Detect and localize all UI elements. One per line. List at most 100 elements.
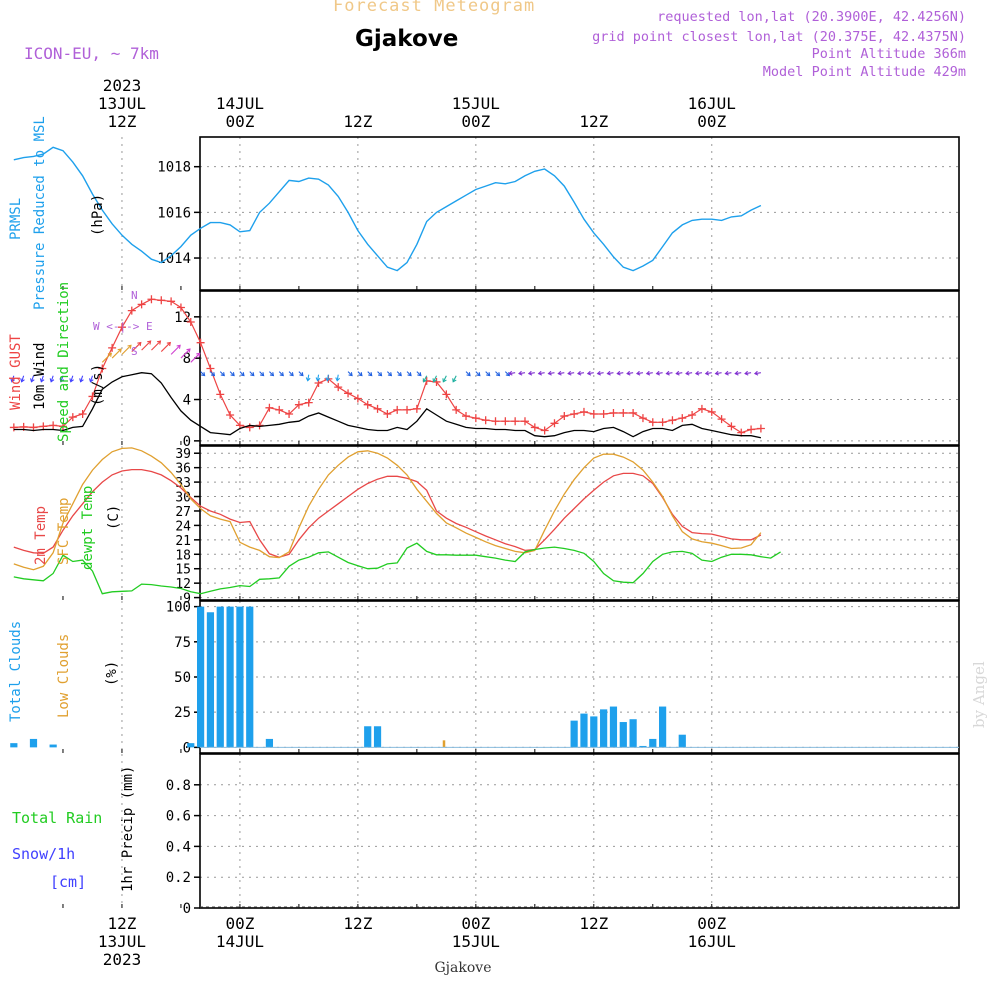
wind-arrow-head (156, 340, 162, 345)
wind-arrow-head (289, 372, 294, 377)
wind-gust-marker (570, 409, 579, 418)
wind-arrow-head (432, 378, 437, 383)
wind-gust-marker (373, 404, 382, 413)
wind-arrow-head (704, 370, 710, 376)
wind-gust-markers (9, 295, 765, 437)
wind-gust-marker (491, 417, 500, 426)
temperature-ytick-label: 36 (175, 462, 191, 477)
wind-arrow-shaft (151, 340, 161, 351)
wind-gust-marker (216, 390, 225, 399)
precipitation-panel: 0 0.2 0.4 0.6 0.8 (62, 753, 960, 917)
wind-gust-marker (511, 417, 520, 426)
wind-gust-marker (353, 394, 362, 403)
wind-gust-marker (147, 295, 156, 304)
wind-arrow-head (626, 370, 631, 376)
total-cloud-bar (10, 743, 18, 748)
clouds-ytick-label: 0 (183, 740, 191, 756)
bottom-time-label: 12Z (579, 914, 608, 933)
wind-arrow-shaft (121, 344, 132, 355)
wind-arrow-shaft (597, 372, 604, 375)
bottom-time-label: 00Z (461, 914, 490, 933)
total-clouds-label: Total Clouds (8, 620, 24, 722)
wind-arrow-shaft (326, 374, 329, 381)
wind-arrow-head (724, 370, 729, 376)
top-time-label: 00Z (461, 112, 490, 131)
wind-arrow-head (476, 372, 481, 377)
wind-gust-marker (49, 421, 58, 430)
wind-arrow-shaft (587, 372, 594, 375)
wind-arrow-head (186, 348, 191, 353)
wind-gust-marker (196, 338, 205, 347)
wind-gust-marker (393, 405, 402, 414)
total-cloud-bar (580, 713, 588, 748)
wind-gust-marker (619, 408, 628, 417)
wind-arrow-head (196, 352, 201, 357)
bottom-time-label: 16JUL (688, 932, 736, 951)
wind-arrow-shaft (528, 372, 535, 375)
wind-gust-marker (717, 415, 726, 424)
wind-arrow-head (358, 372, 363, 377)
bottom-time-label: 00Z (225, 914, 254, 933)
temperature-ytick-label: 27 (175, 505, 191, 520)
clouds-unit-label: (%) (104, 660, 120, 686)
wind-gust-marker (127, 306, 136, 315)
wind-gust-marker (452, 405, 461, 414)
wind-gust-label: Wind GUST (8, 334, 24, 410)
wind-gust-marker (540, 426, 549, 435)
wind-arrow-head (387, 372, 393, 377)
wind-arrow-shaft (715, 372, 722, 375)
top-time-label: 13JUL (98, 94, 146, 113)
pressure-unit-label: (hPa) (90, 193, 106, 236)
wind-arrow-head (744, 370, 749, 376)
total-cloud-bar (649, 738, 657, 748)
wind-arrow-shaft (170, 344, 181, 355)
pressure-frame (199, 136, 960, 291)
top-time-label: 12Z (108, 112, 137, 131)
wind-arrow-shaft (509, 372, 516, 375)
pressure-line (13, 146, 762, 272)
wind-arrow-head (49, 378, 55, 383)
wind-arrow-shaft (101, 352, 112, 363)
wind-gust-marker (707, 407, 716, 416)
wind-arrow-head (616, 370, 621, 376)
wind-gust-marker (206, 364, 215, 373)
wind-arrow-head (685, 370, 690, 376)
wind-arrow-head (527, 370, 533, 376)
wind-arrow-head (452, 378, 457, 383)
precipitation-ytick-label: 0 (183, 901, 191, 917)
total-cloud-bar (197, 606, 205, 748)
wind-gust-marker (697, 404, 706, 413)
clouds-ytick-label: 75 (174, 635, 191, 651)
watermark: by Angel (970, 661, 988, 728)
wind-arrow-head (655, 370, 661, 376)
temp-dewpt-label: dewpt Temp (80, 485, 96, 570)
wind-arrow-head (407, 372, 412, 377)
wind-gust-marker (304, 398, 313, 407)
temp-sfc-label: SFC Temp (56, 497, 72, 565)
temperature-ytick-label: 21 (175, 534, 191, 549)
wind-gust-marker (462, 412, 471, 421)
temperature-ytick-label: 18 (175, 548, 191, 563)
bottom-time-label: 15JUL (452, 932, 500, 951)
total-cloud-bar (187, 743, 195, 748)
footer-station-label: Gjakove (435, 960, 492, 976)
forecast-title: Forecast Meteogram (333, 0, 536, 16)
total-cloud-bar (639, 745, 647, 748)
wind-gust-marker (68, 413, 77, 422)
bottom-time-label: 12Z (108, 914, 137, 933)
wind-gust-marker (157, 296, 166, 305)
wind-arrow-head (250, 372, 255, 377)
wind-arrow-shaft (558, 372, 565, 375)
clouds-ytick-label: 25 (174, 705, 191, 721)
wind-arrow-shaft (336, 374, 339, 381)
wind-arrow-shaft (433, 375, 438, 382)
wind-arrow-head (377, 372, 383, 377)
wind-arrow-head (557, 370, 562, 376)
grid-point-coordinates: grid point closest lon,lat (20.375E, 42.… (592, 29, 966, 45)
wind-arrow-head (305, 377, 311, 382)
wind-gust-marker (117, 323, 126, 332)
wind-arrow-shaft (21, 375, 25, 382)
wind-gust-marker (245, 423, 254, 432)
precipitation-ytick-label: 0.8 (166, 778, 191, 794)
